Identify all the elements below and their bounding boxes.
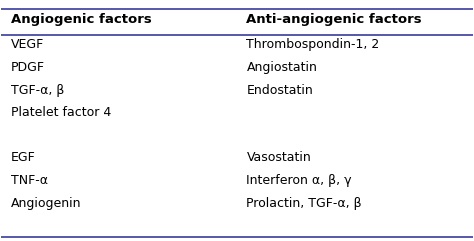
Text: Prolactin, TGF-α, β: Prolactin, TGF-α, β (246, 197, 362, 210)
Text: Thrombospondin-1, 2: Thrombospondin-1, 2 (246, 38, 380, 51)
Text: EGF: EGF (11, 152, 36, 164)
Text: TGF-α, β: TGF-α, β (11, 84, 64, 97)
Text: Interferon α, β, γ: Interferon α, β, γ (246, 174, 352, 187)
Text: TNF-α: TNF-α (11, 174, 48, 187)
Text: PDGF: PDGF (11, 61, 45, 74)
Text: Vasostatin: Vasostatin (246, 152, 311, 164)
Text: Angiogenin: Angiogenin (11, 197, 82, 210)
Text: Endostatin: Endostatin (246, 84, 313, 97)
Text: Angiogenic factors: Angiogenic factors (11, 13, 152, 26)
Text: Anti-angiogenic factors: Anti-angiogenic factors (246, 13, 422, 26)
Text: Angiostatin: Angiostatin (246, 61, 317, 74)
Text: VEGF: VEGF (11, 38, 44, 51)
Text: Platelet factor 4: Platelet factor 4 (11, 106, 111, 119)
